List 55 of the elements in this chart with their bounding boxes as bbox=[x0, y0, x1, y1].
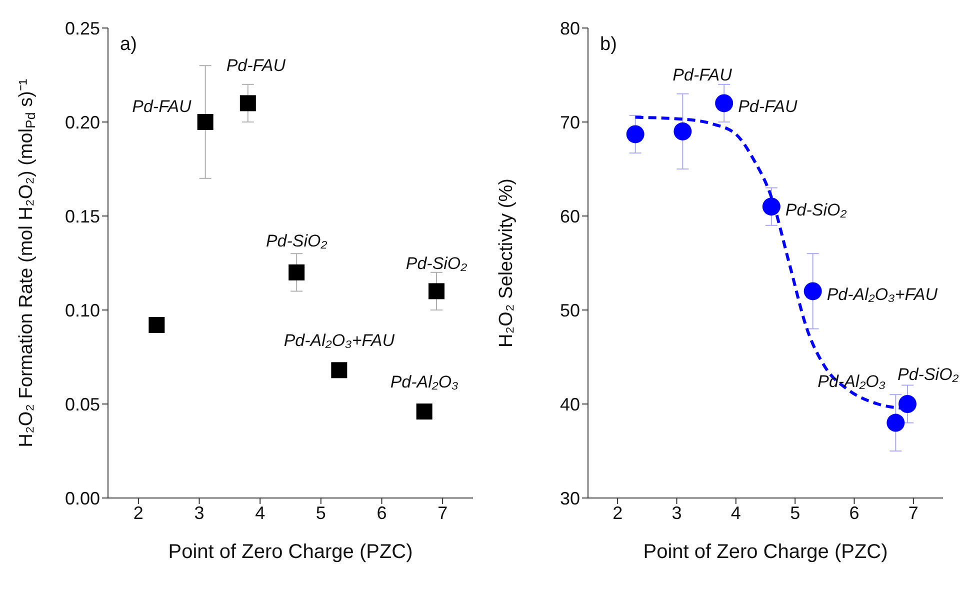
y-tick-label: 70 bbox=[560, 112, 580, 132]
x-tick-label: 2 bbox=[133, 502, 144, 523]
x-tick-label: 5 bbox=[316, 502, 326, 523]
y-tick-label: 60 bbox=[560, 206, 580, 226]
x-tick-label: 7 bbox=[438, 502, 448, 523]
point bbox=[762, 198, 780, 216]
y-tick-label: 0.20 bbox=[64, 112, 100, 132]
point bbox=[886, 414, 905, 432]
annotation: Pd-SiO₂ bbox=[898, 365, 960, 384]
point bbox=[331, 362, 348, 378]
x-tick-label: 3 bbox=[194, 502, 204, 523]
annotation: Pd-Al₂O₃+FAU bbox=[826, 286, 938, 305]
y-tick-label: 80 bbox=[560, 18, 580, 38]
annotation: Pd-SiO₂ bbox=[266, 232, 328, 251]
y-tick-label: 0.15 bbox=[64, 206, 100, 226]
annotation: Pd-FAU bbox=[132, 97, 192, 116]
x-axis-title: Point of Zero Charge (PZC) bbox=[168, 541, 413, 563]
annotation: Pd-FAU bbox=[226, 56, 286, 76]
annotation: b) bbox=[600, 34, 617, 56]
annotation: Pd-Al₂O₃ bbox=[390, 373, 459, 392]
point bbox=[674, 122, 692, 140]
x-tick-label: 4 bbox=[730, 502, 741, 523]
point bbox=[148, 317, 165, 334]
x-tick-label: 2 bbox=[612, 502, 623, 523]
y-tick-label: 30 bbox=[560, 488, 580, 508]
x-tick-label: 5 bbox=[790, 502, 800, 523]
point bbox=[288, 264, 305, 280]
annotation: Pd-FAU bbox=[672, 66, 733, 85]
y-tick-label: 0.00 bbox=[64, 488, 100, 508]
point bbox=[715, 94, 734, 112]
annotation: Pd-SiO₂ bbox=[785, 201, 848, 220]
y-tick-label: 0.10 bbox=[64, 300, 100, 320]
x-tick-label: 7 bbox=[908, 502, 918, 523]
x-tick-label: 3 bbox=[672, 502, 682, 523]
annotation: Pd-SiO₂ bbox=[406, 254, 468, 274]
y-axis-title: H₂O₂ Selectivity (%) bbox=[496, 178, 517, 348]
x-axis-title: Point of Zero Charge (PZC) bbox=[643, 541, 888, 563]
annotation: Pd-Al₂O₃+FAU bbox=[284, 332, 396, 351]
point bbox=[197, 114, 214, 130]
x-tick-label: 4 bbox=[255, 502, 266, 523]
y-tick-label: 50 bbox=[560, 300, 580, 320]
annotation: Pd-Al₂O₃ bbox=[818, 372, 886, 392]
point bbox=[240, 95, 256, 112]
x-tick-label: 6 bbox=[376, 502, 387, 523]
y-tick-label: 0.05 bbox=[64, 394, 100, 414]
point bbox=[898, 395, 916, 413]
annotation: Pd-FAU bbox=[738, 98, 798, 117]
point bbox=[626, 125, 644, 144]
point bbox=[804, 282, 822, 300]
y-tick-label: 0.25 bbox=[64, 18, 100, 38]
annotation: a) bbox=[120, 34, 137, 56]
point bbox=[416, 404, 432, 420]
x-tick-label: 6 bbox=[849, 502, 860, 523]
point bbox=[428, 283, 444, 300]
y-tick-label: 40 bbox=[560, 394, 580, 414]
